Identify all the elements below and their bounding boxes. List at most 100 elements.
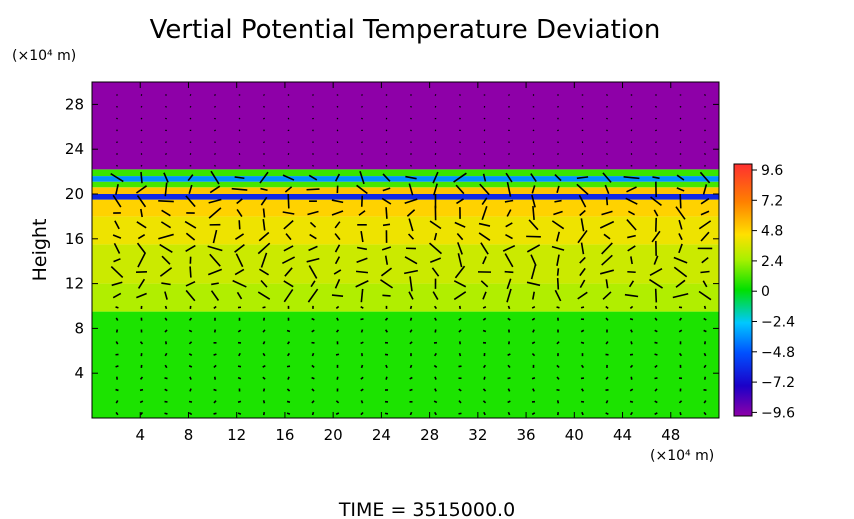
wind-vector bbox=[605, 341, 609, 345]
wind-vector bbox=[187, 174, 194, 182]
wind-vector bbox=[237, 365, 242, 368]
wind-vector bbox=[704, 129, 706, 132]
wind-vector bbox=[599, 220, 615, 229]
wind-vector bbox=[312, 129, 314, 132]
wind-vector bbox=[481, 205, 488, 221]
wind-vector bbox=[385, 105, 388, 108]
wind-vector bbox=[557, 129, 559, 132]
wind-vector bbox=[210, 290, 220, 301]
wind-vector bbox=[136, 221, 147, 229]
wind-vector bbox=[140, 164, 143, 167]
wind-vector bbox=[456, 232, 464, 241]
wind-vector bbox=[700, 210, 710, 216]
wind-vector bbox=[382, 294, 391, 297]
wind-vector bbox=[213, 329, 217, 333]
wind-vector bbox=[630, 341, 633, 345]
wind-vector bbox=[238, 220, 241, 230]
wind-vector bbox=[185, 195, 196, 208]
wind-vector bbox=[285, 233, 292, 241]
heatmap-band bbox=[92, 176, 719, 182]
wind-vector bbox=[263, 141, 265, 144]
wind-vector bbox=[188, 365, 193, 368]
wind-vector bbox=[531, 306, 536, 309]
wind-vector bbox=[237, 329, 242, 333]
wind-vector bbox=[480, 242, 489, 255]
wind-vector bbox=[311, 364, 315, 368]
wind-vector bbox=[480, 280, 489, 288]
wind-vector bbox=[282, 174, 295, 181]
wind-vector bbox=[482, 256, 487, 265]
wind-vector bbox=[234, 243, 245, 253]
wind-vector bbox=[458, 352, 462, 357]
wind-vector bbox=[307, 210, 319, 216]
y-axis-label: Height bbox=[29, 219, 51, 282]
wind-vector bbox=[409, 364, 413, 369]
wind-vector bbox=[360, 329, 364, 333]
wind-vector bbox=[630, 129, 633, 132]
wind-vector bbox=[214, 164, 216, 167]
wind-vector bbox=[262, 388, 266, 392]
wind-vector bbox=[333, 269, 342, 275]
x-tick-label: 12 bbox=[227, 426, 246, 444]
wind-vector bbox=[212, 229, 218, 244]
wind-vector bbox=[116, 117, 118, 120]
wind-vector bbox=[385, 153, 388, 155]
colorbar-tick-label: 2.4 bbox=[761, 254, 783, 270]
y-tick-label: 28 bbox=[65, 95, 84, 113]
wind-vector bbox=[627, 270, 636, 274]
wind-vector bbox=[213, 364, 217, 369]
wind-vector bbox=[260, 187, 268, 192]
wind-vector bbox=[655, 129, 657, 132]
wind-vector bbox=[630, 94, 633, 96]
wind-vector bbox=[507, 364, 511, 369]
wind-vector bbox=[384, 329, 389, 333]
wind-vector bbox=[236, 208, 243, 218]
wind-vector bbox=[455, 184, 465, 195]
colorbar-tick-label: −2.4 bbox=[761, 315, 795, 331]
wind-vector bbox=[188, 353, 193, 357]
wind-vector bbox=[434, 105, 437, 108]
wind-vector bbox=[458, 305, 462, 310]
wind-vector bbox=[410, 117, 412, 120]
wind-vector bbox=[263, 94, 265, 96]
wind-vector bbox=[531, 341, 536, 345]
heatmap-band bbox=[92, 181, 719, 188]
wind-vector bbox=[506, 209, 512, 217]
wind-vector bbox=[336, 129, 339, 132]
wind-vector bbox=[158, 233, 174, 240]
wind-vector bbox=[531, 376, 536, 380]
wind-vector bbox=[115, 400, 119, 404]
wind-vector bbox=[482, 329, 487, 333]
wind-vector bbox=[335, 305, 340, 309]
wind-vector bbox=[409, 411, 413, 416]
wind-vector bbox=[676, 174, 685, 181]
wind-vector bbox=[336, 376, 339, 380]
wind-vector bbox=[140, 105, 143, 108]
wind-vector bbox=[287, 376, 290, 380]
wind-vector bbox=[287, 105, 290, 108]
wind-vector bbox=[672, 292, 689, 299]
wind-vector bbox=[161, 282, 171, 286]
wind-vector bbox=[189, 94, 192, 96]
wind-vector bbox=[483, 117, 486, 120]
wind-vector bbox=[602, 172, 612, 183]
x-tick-label: 20 bbox=[324, 426, 343, 444]
wind-vector bbox=[557, 105, 559, 108]
wind-vector bbox=[630, 256, 633, 265]
wind-vector bbox=[359, 171, 365, 185]
wind-vector bbox=[532, 164, 535, 167]
wind-vector bbox=[361, 117, 363, 120]
wind-vector bbox=[654, 388, 658, 392]
wind-vector bbox=[209, 185, 221, 194]
wind-vector bbox=[306, 188, 320, 191]
wind-vector bbox=[459, 105, 461, 108]
wind-vector bbox=[140, 129, 143, 132]
wind-vector bbox=[605, 305, 609, 309]
wind-vector bbox=[213, 400, 217, 404]
colorbar-tick-label: −9.6 bbox=[761, 405, 795, 421]
wind-vector bbox=[259, 171, 269, 184]
wind-vector bbox=[258, 268, 270, 276]
wind-vector bbox=[188, 400, 193, 403]
wind-vector bbox=[405, 175, 417, 180]
wind-vector bbox=[433, 305, 438, 310]
